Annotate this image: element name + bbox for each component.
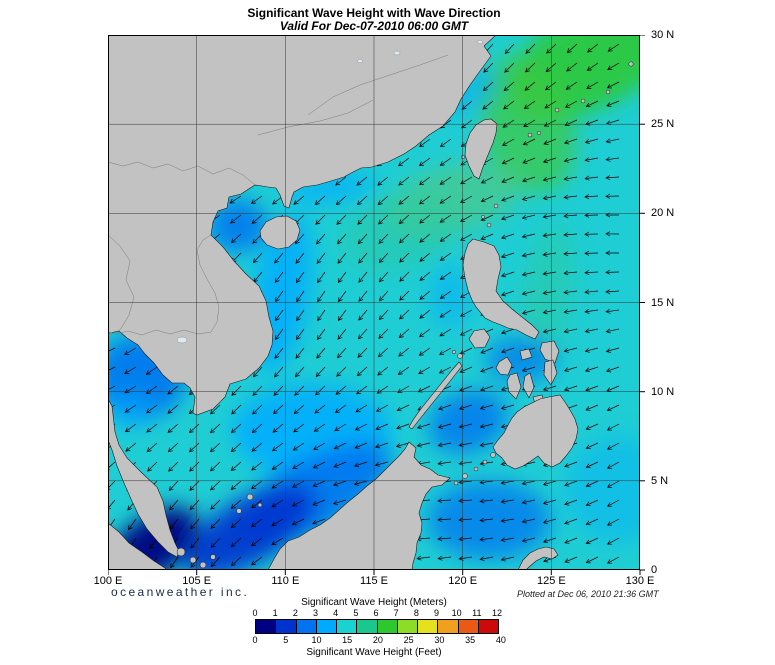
meters-tick-label: 3	[312, 608, 319, 618]
plotted-timestamp: Plotted at Dec 06, 2010 21:36 GMT	[517, 589, 659, 599]
legend-feet-label: Significant Wave Height (Feet)	[306, 647, 442, 658]
longitude-label: 110 E	[271, 575, 300, 587]
latitude-label: 20 N	[651, 207, 675, 220]
colorbar-segment	[438, 620, 459, 633]
legend-colorbar	[255, 619, 499, 634]
longitude-label: 115 E	[360, 575, 388, 587]
colorbar-segment	[418, 620, 439, 633]
meters-tick-label: 10	[451, 608, 462, 618]
feet-tick-label: 30	[434, 635, 445, 645]
meters-tick-label: 9	[433, 608, 440, 618]
colorbar-segment	[256, 620, 277, 633]
tick-marks	[107, 34, 645, 575]
latitude-label: 0	[651, 564, 658, 576]
feet-tick-label: 35	[465, 635, 476, 645]
meters-tick-label: 1	[272, 608, 278, 618]
latitude-label: 25 N	[651, 118, 675, 131]
plot-title: Significant Wave Height with Wave Direct…	[247, 6, 501, 20]
meters-tick-label: 12	[491, 608, 503, 618]
colorbar-segment	[377, 620, 398, 633]
meters-tick-label: 4	[333, 608, 339, 618]
latitude-label: 10 N	[651, 385, 675, 398]
map-svg	[107, 34, 645, 575]
colorbar-segment	[276, 620, 297, 633]
longitude-label: 105 E	[182, 575, 212, 587]
feet-tick-label: 15	[342, 635, 353, 645]
meters-tick-label: 11	[472, 608, 482, 618]
feet-tick-label: 0	[252, 635, 258, 645]
feet-tick-label: 40	[495, 635, 506, 645]
meters-tick-label: 8	[413, 608, 419, 618]
colorbar-segment	[337, 620, 358, 633]
meters-tick-label: 5	[353, 608, 359, 618]
colorbar-segment	[316, 620, 337, 633]
map-canvas	[107, 34, 648, 578]
feet-tick-label: 10	[311, 635, 322, 645]
meters-tick-label: 6	[373, 608, 379, 618]
longitude-label: 130 E	[625, 575, 655, 587]
graticule-layer	[108, 35, 640, 570]
feet-tick-label: 20	[372, 635, 383, 645]
colorbar-segment	[357, 620, 378, 633]
colorbar-segment	[296, 620, 317, 633]
feet-tick-label: 25	[403, 635, 414, 645]
latitude-label: 15 N	[651, 296, 675, 309]
latitude-label: 5 N	[651, 474, 669, 487]
colorbar-segment	[478, 620, 498, 633]
oceanweather-logo: oceanweather inc.	[111, 585, 250, 599]
longitude-label: 125 E	[536, 575, 566, 587]
colorbar-segment	[397, 620, 418, 633]
land-layer	[108, 35, 634, 570]
latitude-label: 30 N	[651, 29, 675, 41]
colorbar-segment	[458, 620, 479, 633]
plot-valid-time: Valid For Dec-07-2010 06:00 GMT	[279, 19, 469, 33]
meters-tick-label: 2	[292, 608, 298, 618]
meters-tick-label: 7	[393, 608, 399, 618]
longitude-label: 120 E	[448, 575, 478, 587]
longitude-label: 100 E	[93, 575, 123, 587]
feet-tick-label: 5	[283, 635, 289, 645]
legend-meters-label: Significant Wave Height (Meters)	[301, 597, 447, 608]
meters-tick-label: 0	[252, 608, 258, 618]
